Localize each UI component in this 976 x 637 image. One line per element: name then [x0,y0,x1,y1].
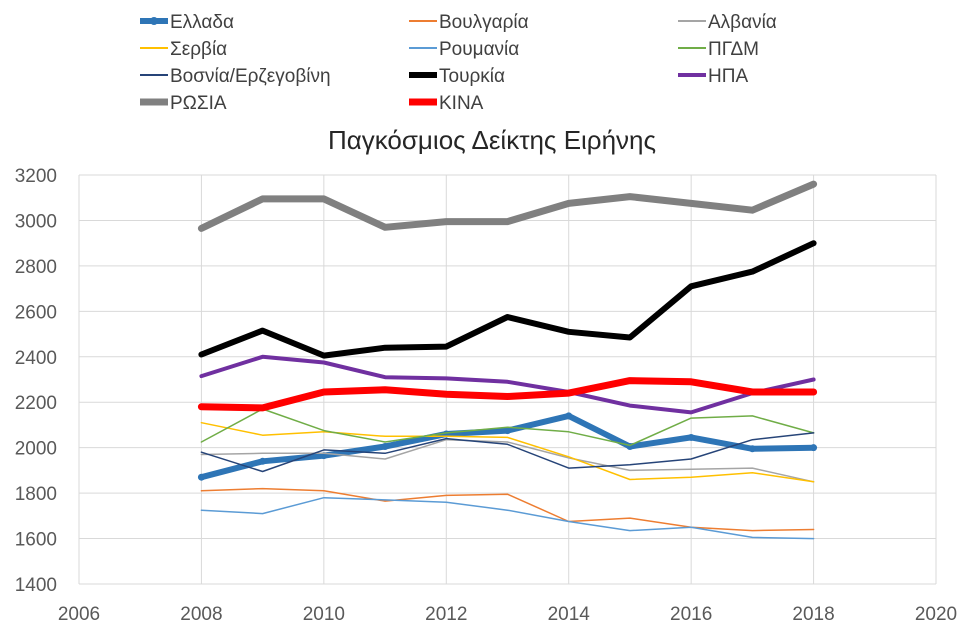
series-point [748,445,756,453]
y-tick-label: 2800 [15,257,57,278]
legend-label: Βοσνία/Ερζεγοβίνη [170,66,331,87]
x-tick-label: 2006 [58,604,100,625]
legend-item: Σερβία [140,39,227,60]
legend-item: ΠΓΔΜ [678,39,759,60]
legend-label: ΗΠΑ [708,66,748,87]
x-tick-label: 2012 [425,604,467,625]
series-line [200,408,815,447]
series-point [259,457,267,465]
legend-item: Ρουμανία [409,39,519,60]
x-tick-label: 2008 [180,604,222,625]
legend-item: Βοσνία/Ερζεγοβίνη [140,66,331,87]
series-line [200,496,815,540]
legend-item: ΗΠΑ [678,66,748,87]
y-tick-label: 2400 [15,348,57,369]
series-line [200,432,815,473]
series-line [200,438,815,483]
y-tick-label: 1600 [15,530,57,551]
series-point [504,427,511,435]
x-tick-label: 2014 [548,604,591,625]
legend-label: Βουλγαρία [439,12,529,33]
y-tick-label: 3000 [15,211,57,232]
y-tick-label: 1800 [15,484,57,505]
x-tick-label: 2016 [670,604,712,625]
series-point [810,444,818,452]
legend-label: Τουρκία [439,66,505,87]
legend-label: ΚΙΝΑ [439,93,484,114]
series-line [199,354,816,415]
x-axis: 2006 2008 2010 2012 2014 2016 2018 2020 [58,604,957,625]
legend-item: ΚΙΝΑ [409,93,484,114]
legend-marker [150,17,158,25]
plot-area [197,180,818,540]
legend-item: ΡΩΣΙΑ [140,93,227,114]
series-line [197,180,818,232]
legend-label: Ρουμανία [439,39,519,60]
y-tick-label: 2600 [15,302,57,323]
series-line [197,377,818,412]
y-tick-label: 3200 [15,166,57,187]
x-tick-label: 2020 [915,604,957,625]
series-point [687,433,695,441]
series-point [381,443,389,451]
x-tick-label: 2018 [792,604,834,625]
legend-label: ΠΓΔΜ [708,39,759,60]
chart-title: Παγκόσμιος Δείκτης Ειρήνης [328,125,656,155]
legend-item: Αλβανία [678,12,777,33]
legend: Ελλαδα Βουλγαρία Αλβανία Σερβία Ρουμανία ΠΓΔΜ… [140,12,777,114]
series-line [200,421,815,483]
legend-item: Τουρκία [409,66,505,87]
legend-item: Ελλαδα [140,12,234,33]
y-tick-label: 2000 [15,439,57,460]
y-axis: 1400 1600 1800 2000 2200 2400 2600 2800 3000 3200 [15,166,57,596]
legend-label: Ελλαδα [170,12,234,33]
legend-label: Σερβία [170,39,227,60]
y-tick-label: 1400 [15,575,57,596]
legend-label: Αλβανία [708,12,777,33]
series-point [565,412,573,420]
series-line [200,487,815,532]
x-tick-label: 2010 [303,604,345,625]
legend-item: Βουλγαρία [409,12,529,33]
series-line [198,240,817,359]
legend-label: ΡΩΣΙΑ [170,93,227,114]
series-point [197,473,205,481]
y-tick-label: 2200 [15,393,57,414]
